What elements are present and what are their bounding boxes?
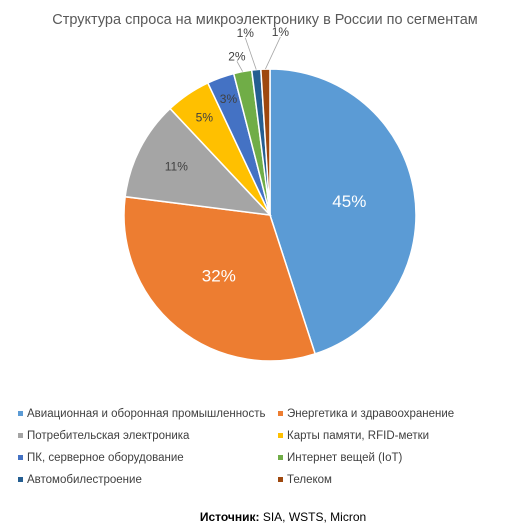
legend-label-7: Автомобилестроение: [27, 474, 142, 486]
leader-line-6: [236, 61, 243, 72]
leader-line-8: [265, 36, 281, 70]
data-label-7: 1%: [237, 26, 255, 40]
chart-title: Структура спроса на микроэлектронику в Р…: [52, 12, 477, 28]
legend-marker-6: [278, 455, 283, 460]
legend-label-3: Потребительская электроника: [27, 430, 190, 442]
source-note: Источник: SIA, WSTS, Micron: [200, 510, 366, 524]
legend-marker-1: [18, 411, 23, 416]
legend-label-8: Телеком: [287, 474, 332, 486]
legend-marker-4: [278, 433, 283, 438]
data-labels: 45% 32% 11% 5% 3% 2% 1% 1%: [165, 25, 367, 285]
legend-marker-5: [18, 455, 23, 460]
leader-line-7: [244, 37, 257, 70]
data-label-6: 2%: [228, 49, 246, 63]
source-label: Источник:: [200, 510, 260, 524]
legend-label-5: ПК, серверное оборудование: [27, 452, 184, 464]
data-label-1: 45%: [332, 192, 366, 211]
pie-slice-1: [269, 68, 417, 355]
legend-label-2: Энергетика и здравоохранение: [287, 408, 454, 420]
data-label-2: 32%: [202, 266, 236, 285]
data-label-8: 1%: [272, 25, 290, 39]
source-text: SIA, WSTS, Micron: [259, 510, 366, 524]
legend-marker-8: [278, 477, 283, 482]
legend-label-1: Авиационная и оборонная промышленность: [27, 408, 265, 420]
data-label-5: 3%: [220, 92, 238, 106]
legend-marker-3: [18, 433, 23, 438]
legend-label-4: Карты памяти, RFID-метки: [287, 430, 429, 442]
pie-slice-2: [123, 195, 317, 362]
data-label-4: 5%: [196, 111, 214, 125]
data-label-3: 11%: [165, 159, 188, 173]
pie-slice-3: [124, 107, 272, 217]
legend: Авиационная и оборонная промышленность Эн…: [18, 408, 454, 486]
pie-slices: [123, 68, 417, 362]
legend-marker-7: [18, 477, 23, 482]
legend-marker-2: [278, 411, 283, 416]
legend-label-6: Интернет вещей (IoT): [287, 452, 403, 464]
